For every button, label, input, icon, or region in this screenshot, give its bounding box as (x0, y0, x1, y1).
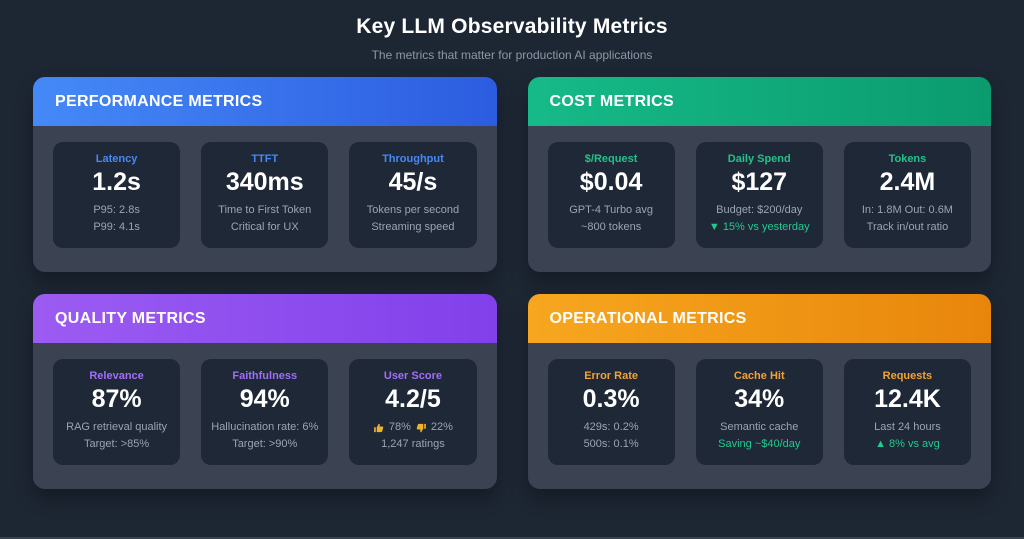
metric-detail: Tokens per second (366, 203, 460, 216)
panel-quality-metrics: QUALITY METRICS Relevance 87% RAG retrie… (33, 294, 497, 489)
metric-detail: Hallucination rate: 6% (211, 420, 319, 433)
metric-value: 34% (734, 385, 785, 414)
metric-detail: Budget: $200/day (716, 203, 803, 216)
metric-label: Relevance (89, 370, 144, 383)
metric-card-daily-spend: Daily Spend $127 Budget: $200/day ▼ 15% … (695, 142, 823, 248)
panel-operational-metrics: OPERATIONAL METRICS Error Rate 0.3% 429s… (527, 294, 991, 489)
metrics-grid: PERFORMANCE METRICS Latency 1.2s P95: 2.… (33, 77, 991, 489)
panel-performance-body: Latency 1.2s P95: 2.8s P99: 4.1s TTFT 34… (33, 126, 497, 272)
metric-card-throughput: Throughput 45/s Tokens per second Stream… (349, 142, 477, 248)
panel-cost-header: COST METRICS (527, 77, 991, 126)
page-header: Key LLM Observability Metrics The metric… (0, 0, 1024, 62)
metric-card-user-score: User Score 4.2/5 78% 22% 1,247 ratings (349, 359, 477, 465)
metric-value: 12.4K (874, 385, 941, 414)
metric-label: Daily Spend (727, 153, 791, 166)
panel-performance-header: PERFORMANCE METRICS (33, 77, 497, 126)
metric-detail: P95: 2.8s (93, 203, 140, 216)
metric-label: Latency (95, 153, 138, 166)
metric-value: 87% (91, 385, 142, 414)
metric-detail: Critical for UX (230, 221, 299, 234)
metric-card-faithfulness: Faithfulness 94% Hallucination rate: 6% … (201, 359, 329, 465)
panel-cost-body: $/Request $0.04 GPT-4 Turbo avg ~800 tok… (527, 126, 991, 272)
metric-card-ttft: TTFT 340ms Time to First Token Critical … (201, 142, 329, 248)
metric-label: $/Request (584, 153, 638, 166)
page-title: Key LLM Observability Metrics (356, 15, 668, 38)
panel-operational-header: OPERATIONAL METRICS (527, 294, 991, 343)
metric-detail: Target: >85% (84, 438, 150, 451)
metric-detail: Track in/out ratio (866, 221, 949, 234)
metric-value: $0.04 (579, 168, 643, 197)
metric-label: User Score (383, 370, 442, 383)
thumbs-up-icon (373, 422, 385, 434)
panel-operational-body: Error Rate 0.3% 429s: 0.2% 500s: 0.1% Ca… (527, 343, 991, 489)
bottom-edge-line (0, 537, 1024, 539)
metric-value: 1.2s (92, 168, 141, 197)
metric-card-cost-per-request: $/Request $0.04 GPT-4 Turbo avg ~800 tok… (547, 142, 675, 248)
metric-detail: 429s: 0.2% (583, 420, 639, 433)
metric-detail: P99: 4.1s (93, 221, 140, 234)
metric-value: $127 (731, 168, 788, 197)
metric-label: Throughput (382, 153, 444, 166)
metric-detail: GPT-4 Turbo avg (569, 203, 653, 216)
panel-quality-header: QUALITY METRICS (33, 294, 497, 343)
metric-value: 4.2/5 (385, 385, 441, 414)
page-subtitle: The metrics that matter for production A… (371, 48, 653, 62)
metric-detail: Streaming speed (371, 221, 455, 234)
metric-value: 94% (239, 385, 290, 414)
thumbs-down-percent: 22% (430, 420, 453, 433)
metric-detail: Last 24 hours (874, 420, 941, 433)
thumbs-up-percent: 78% (388, 420, 411, 433)
metric-label: Requests (882, 370, 933, 383)
metric-label: Faithfulness (232, 370, 298, 383)
metric-trend-up: ▲ 8% vs avg (875, 438, 940, 451)
metric-detail: Target: >90% (232, 438, 298, 451)
metric-card-error-rate: Error Rate 0.3% 429s: 0.2% 500s: 0.1% (547, 359, 675, 465)
panel-cost-metrics: COST METRICS $/Request $0.04 GPT-4 Turbo… (527, 77, 991, 272)
metric-detail: 1,247 ratings (381, 438, 445, 451)
metric-value: 340ms (225, 168, 304, 197)
metric-value: 0.3% (582, 385, 640, 414)
metric-label: Tokens (888, 153, 927, 166)
metric-detail: Time to First Token (218, 203, 312, 216)
metric-saving: Saving ~$40/day (718, 438, 801, 451)
metric-detail: Semantic cache (720, 420, 799, 433)
metric-label: Cache Hit (733, 370, 785, 383)
thumbs-down-icon (415, 422, 427, 434)
metric-detail: RAG retrieval quality (66, 420, 168, 433)
metric-card-tokens: Tokens 2.4M In: 1.8M Out: 0.6M Track in/… (843, 142, 972, 248)
metric-detail: In: 1.8M Out: 0.6M (861, 203, 953, 216)
metric-detail: ~800 tokens (580, 221, 642, 234)
metric-value: 45/s (388, 168, 438, 197)
metric-card-latency: Latency 1.2s P95: 2.8s P99: 4.1s (53, 142, 181, 248)
metric-card-relevance: Relevance 87% RAG retrieval quality Targ… (53, 359, 181, 465)
metric-thumbs-row: 78% 22% (373, 419, 453, 437)
panel-performance-metrics: PERFORMANCE METRICS Latency 1.2s P95: 2.… (33, 77, 497, 272)
metric-label: Error Rate (584, 370, 638, 383)
metric-detail: 500s: 0.1% (583, 438, 639, 451)
metric-card-cache-hit: Cache Hit 34% Semantic cache Saving ~$40… (695, 359, 823, 465)
metric-value: 2.4M (879, 168, 936, 197)
panel-quality-body: Relevance 87% RAG retrieval quality Targ… (33, 343, 497, 489)
metric-label: TTFT (251, 153, 279, 166)
metric-trend-down: ▼ 15% vs yesterday (708, 221, 810, 234)
metric-card-requests: Requests 12.4K Last 24 hours ▲ 8% vs avg (843, 359, 972, 465)
